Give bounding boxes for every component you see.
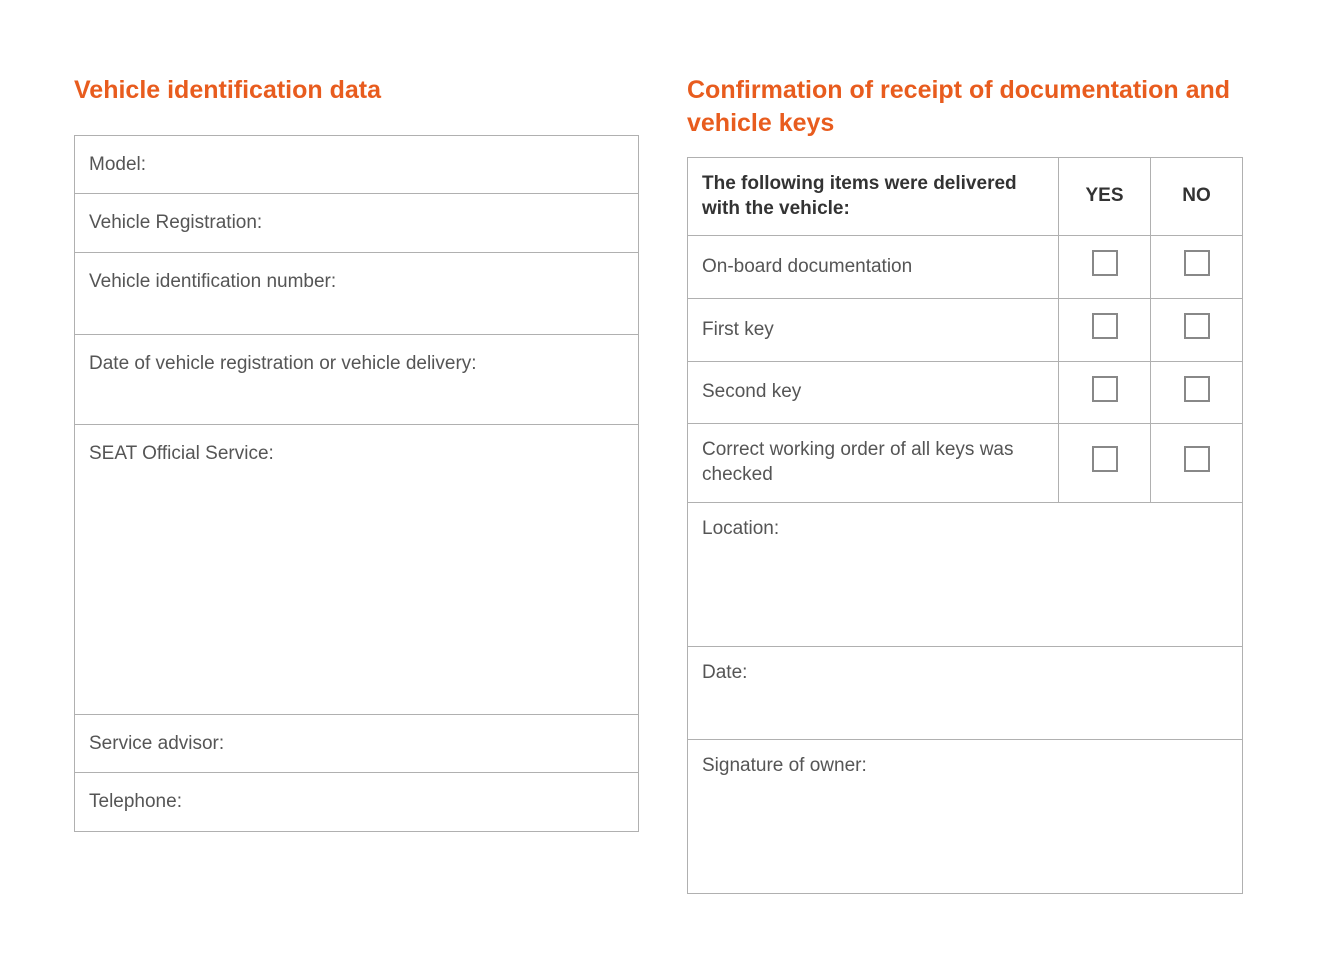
vehicle-id-table: Model: Vehicle Registration: Vehicle ide… [74, 135, 639, 833]
signature-row[interactable]: Signature of owner: [688, 740, 1243, 894]
second-key-yes-cell [1059, 361, 1151, 424]
first-key-no-cell [1151, 299, 1243, 362]
yes-header: YES [1059, 158, 1151, 236]
first-key-label: First key [688, 299, 1059, 362]
confirmation-table: The following items were delivered with … [687, 157, 1243, 894]
second-key-no-checkbox[interactable] [1184, 376, 1210, 402]
reg-date-row[interactable]: Date of vehicle registration or vehicle … [75, 335, 638, 425]
working-order-yes-cell [1059, 424, 1151, 502]
model-row[interactable]: Model: [75, 136, 638, 195]
items-header: The following items were delivered with … [688, 158, 1059, 236]
second-key-yes-checkbox[interactable] [1092, 376, 1118, 402]
location-label: Location: [702, 517, 1228, 542]
vin-row[interactable]: Vehicle identification number: [75, 253, 638, 335]
confirmation-heading: Confirmation of receipt of documentation… [687, 74, 1243, 139]
service-row[interactable]: SEAT Official Service: [75, 425, 638, 715]
registration-row[interactable]: Vehicle Registration: [75, 194, 638, 253]
working-order-no-cell [1151, 424, 1243, 502]
date-label: Date: [702, 661, 1228, 686]
first-key-no-checkbox[interactable] [1184, 313, 1210, 339]
advisor-row[interactable]: Service advisor: [75, 715, 638, 774]
onboard-no-checkbox[interactable] [1184, 250, 1210, 276]
date-row[interactable]: Date: [688, 646, 1243, 740]
second-key-label: Second key [688, 361, 1059, 424]
second-key-no-cell [1151, 361, 1243, 424]
working-order-yes-checkbox[interactable] [1092, 446, 1118, 472]
working-order-no-checkbox[interactable] [1184, 446, 1210, 472]
vehicle-id-heading: Vehicle identification data [74, 74, 639, 107]
onboard-no-cell [1151, 236, 1243, 299]
onboard-yes-checkbox[interactable] [1092, 250, 1118, 276]
onboard-yes-cell [1059, 236, 1151, 299]
form-container: Vehicle identification data Model: Vehic… [74, 74, 1265, 894]
location-row[interactable]: Location: [688, 502, 1243, 646]
onboard-doc-label: On-board documentation [688, 236, 1059, 299]
signature-label: Signature of owner: [702, 754, 1228, 779]
no-header: NO [1151, 158, 1243, 236]
first-key-yes-checkbox[interactable] [1092, 313, 1118, 339]
first-key-yes-cell [1059, 299, 1151, 362]
telephone-row[interactable]: Telephone: [75, 773, 638, 831]
right-column: Confirmation of receipt of documentation… [687, 74, 1243, 894]
left-column: Vehicle identification data Model: Vehic… [74, 74, 639, 894]
working-order-label: Correct working order of all keys was ch… [688, 424, 1059, 502]
